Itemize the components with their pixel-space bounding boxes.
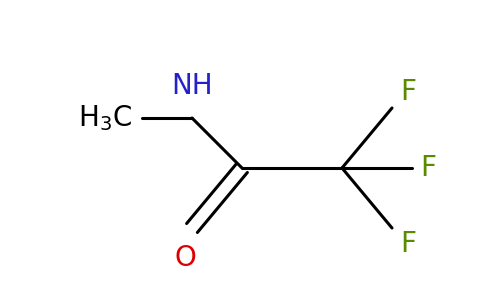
Text: F: F (400, 78, 416, 106)
Text: NH: NH (171, 72, 213, 100)
Text: F: F (420, 154, 436, 182)
Text: O: O (174, 244, 196, 272)
Text: F: F (400, 230, 416, 258)
Text: H$_3$C: H$_3$C (78, 103, 132, 133)
